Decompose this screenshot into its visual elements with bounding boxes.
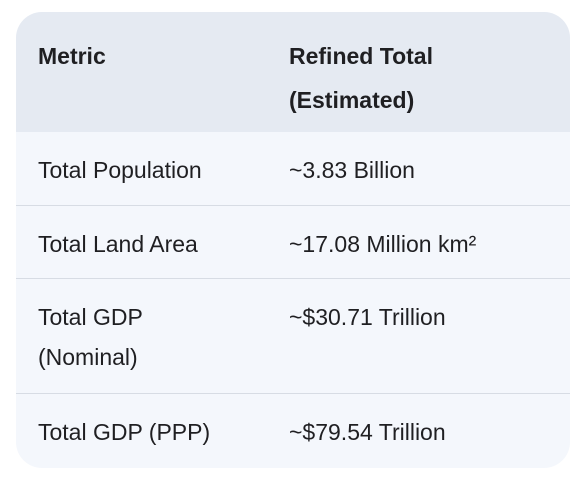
table-row: Total GDP (Nominal) ~$30.71 Trillion bbox=[16, 278, 570, 394]
value-cell: ~$30.71 Trillion bbox=[289, 304, 446, 330]
metric-cell-line1: Total GDP bbox=[38, 304, 143, 330]
metric-cell: Total Land Area bbox=[38, 231, 198, 257]
value-cell: ~17.08 Million km² bbox=[289, 231, 477, 257]
table-row: Total GDP (PPP) ~$79.54 Trillion bbox=[16, 393, 570, 468]
metric-cell: Total GDP (Nominal) bbox=[38, 297, 268, 377]
value-cell: ~$79.54 Trillion bbox=[289, 419, 446, 445]
header-refined-total-line1: Refined Total bbox=[289, 43, 433, 69]
metric-cell: Total GDP (PPP) bbox=[38, 419, 211, 445]
metric-cell-line2: (Nominal) bbox=[38, 344, 138, 370]
value-cell: ~3.83 Billion bbox=[289, 157, 415, 183]
table-row: Total Land Area ~17.08 Million km² bbox=[16, 205, 570, 279]
metric-cell: Total Population bbox=[38, 157, 202, 183]
header-refined-total: Refined Total (Estimated) bbox=[289, 34, 549, 122]
header-metric: Metric bbox=[38, 43, 106, 69]
data-table: Metric Refined Total (Estimated) Total P… bbox=[16, 12, 570, 468]
header-refined-total-line2: (Estimated) bbox=[289, 87, 415, 113]
table-row: Total Population ~3.83 Billion bbox=[16, 132, 570, 205]
table-header-row: Metric Refined Total (Estimated) bbox=[16, 12, 570, 132]
